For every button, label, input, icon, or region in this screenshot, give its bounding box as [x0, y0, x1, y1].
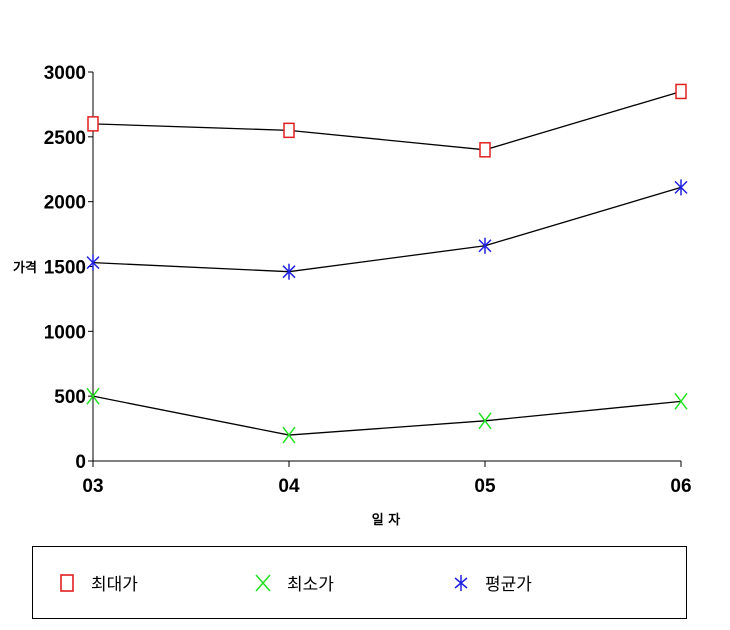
y-tick-label: 1000	[44, 322, 86, 343]
asterisk-stroke	[674, 180, 688, 194]
data-point-x	[86, 387, 100, 405]
data-point-square	[87, 116, 99, 132]
legend: 최대가 최소가 평균가	[32, 546, 687, 619]
x-axis-title: 일 자	[372, 513, 400, 528]
series-line	[92, 186, 682, 273]
data-point-x	[478, 412, 492, 430]
x-tick-label: 04	[278, 476, 300, 497]
x-stroke	[674, 392, 688, 410]
series-2	[86, 387, 688, 444]
y-tick-label: 0	[75, 452, 86, 473]
y-tick-label: 3000	[44, 63, 86, 84]
legend-label-min: 최소가	[287, 575, 334, 595]
asterisk-marker-icon	[454, 574, 468, 591]
y-axis-title: 가격	[13, 261, 37, 276]
x-stroke	[282, 426, 296, 444]
legend-label-max: 최대가	[91, 575, 138, 595]
asterisk-stroke	[86, 256, 100, 270]
series-layer	[86, 83, 688, 444]
data-point-square	[675, 83, 687, 100]
legend-label-avg: 평균가	[485, 575, 532, 595]
data-point-asterisk	[86, 254, 100, 271]
asterisk-stroke	[282, 265, 296, 279]
square-marker-icon	[60, 573, 74, 592]
x-tick-label: 06	[670, 476, 691, 497]
data-point-x	[282, 426, 296, 444]
series-1	[87, 83, 687, 158]
x-marker-icon	[255, 574, 271, 591]
y-tick-label: 1500	[44, 258, 86, 279]
data-point-x	[674, 392, 688, 410]
y-tick-label: 500	[54, 387, 86, 408]
legend-item-max: 최대가	[57, 547, 138, 618]
series-line	[92, 90, 682, 151]
y-tick-label: 2000	[44, 193, 86, 214]
data-point-asterisk	[282, 263, 296, 280]
series-line	[92, 395, 682, 436]
legend-item-avg: 평균가	[451, 547, 532, 618]
data-point-square	[479, 142, 491, 158]
legend-item-min: 최소가	[253, 547, 334, 618]
data-point-asterisk	[674, 179, 688, 196]
asterisk-stroke	[478, 239, 492, 253]
x-stroke	[478, 412, 492, 430]
x-tick-label: 03	[82, 476, 103, 497]
chart-axes: 0 500 1000 1500 2000 2500 3000 03 04 05 06	[44, 63, 692, 497]
data-point-square	[283, 122, 295, 139]
series-3	[86, 179, 688, 280]
data-point-asterisk	[478, 237, 492, 254]
x-tick-label: 05	[474, 476, 496, 497]
x-stroke	[86, 387, 100, 405]
y-tick-label: 2500	[44, 128, 86, 149]
